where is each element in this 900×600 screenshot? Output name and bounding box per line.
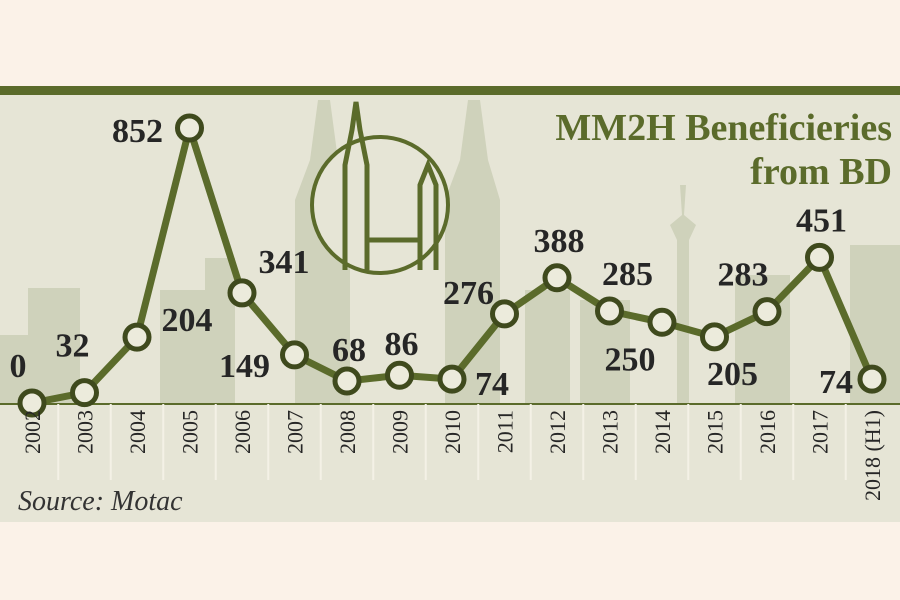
x-tick-label: 2011 bbox=[493, 410, 518, 453]
x-tick-label: 2006 bbox=[230, 410, 255, 454]
point bbox=[332, 366, 362, 396]
x-tick-label: 2009 bbox=[388, 410, 413, 454]
value-label: 341 bbox=[259, 244, 310, 281]
skyline bbox=[0, 100, 900, 405]
emblem bbox=[310, 101, 450, 275]
value-label: 276 bbox=[443, 275, 494, 312]
x-tick-label: 2015 bbox=[703, 410, 728, 454]
point bbox=[17, 388, 47, 418]
x-tick-label: 2014 bbox=[650, 410, 675, 454]
x-tick-label: 2004 bbox=[125, 410, 150, 454]
value-label: 388 bbox=[534, 223, 585, 260]
x-tick-label: 2005 bbox=[178, 410, 203, 454]
value-label: 250 bbox=[605, 341, 656, 378]
point bbox=[857, 364, 887, 394]
value-label: 74 bbox=[475, 366, 509, 403]
x-tick-label: 2008 bbox=[335, 410, 360, 454]
x-tick-label: 2018 (H1) bbox=[860, 410, 885, 501]
value-label: 149 bbox=[219, 348, 270, 385]
top-rule bbox=[0, 86, 900, 95]
point bbox=[490, 299, 519, 329]
chart-title: MM2H Beneficieries from BD bbox=[555, 107, 892, 193]
point bbox=[70, 378, 99, 408]
value-label: 204 bbox=[162, 302, 213, 339]
point bbox=[595, 296, 624, 326]
point bbox=[700, 322, 729, 352]
value-label: 285 bbox=[602, 256, 653, 293]
x-tick-label: 2002 bbox=[20, 410, 45, 454]
value-label: 74 bbox=[819, 364, 853, 401]
value-label: 852 bbox=[112, 113, 163, 150]
value-label: 86 bbox=[385, 326, 419, 363]
point bbox=[542, 263, 572, 293]
value-label: 451 bbox=[796, 202, 847, 239]
point bbox=[647, 307, 677, 337]
value-label: 0 bbox=[10, 348, 27, 385]
x-tick-label: 2007 bbox=[283, 410, 308, 454]
x-tick-label: 2012 bbox=[545, 410, 570, 454]
point bbox=[805, 242, 834, 272]
value-label: 205 bbox=[707, 356, 758, 393]
value-label: 68 bbox=[332, 332, 366, 369]
x-tick-label: 2010 bbox=[440, 410, 465, 454]
point bbox=[280, 340, 309, 370]
value-label: 283 bbox=[718, 257, 769, 294]
source: Source: Motac bbox=[18, 486, 183, 517]
x-tick-label: 2016 bbox=[755, 410, 780, 454]
point bbox=[385, 360, 414, 390]
x-tick-label: 2017 bbox=[808, 410, 833, 454]
point bbox=[122, 322, 152, 352]
point bbox=[437, 364, 467, 394]
point bbox=[175, 113, 204, 143]
x-tick-label: 2013 bbox=[598, 410, 623, 454]
x-tick-label: 2003 bbox=[73, 410, 98, 454]
value-label: 32 bbox=[56, 328, 90, 365]
point bbox=[752, 297, 782, 327]
point bbox=[227, 278, 257, 308]
